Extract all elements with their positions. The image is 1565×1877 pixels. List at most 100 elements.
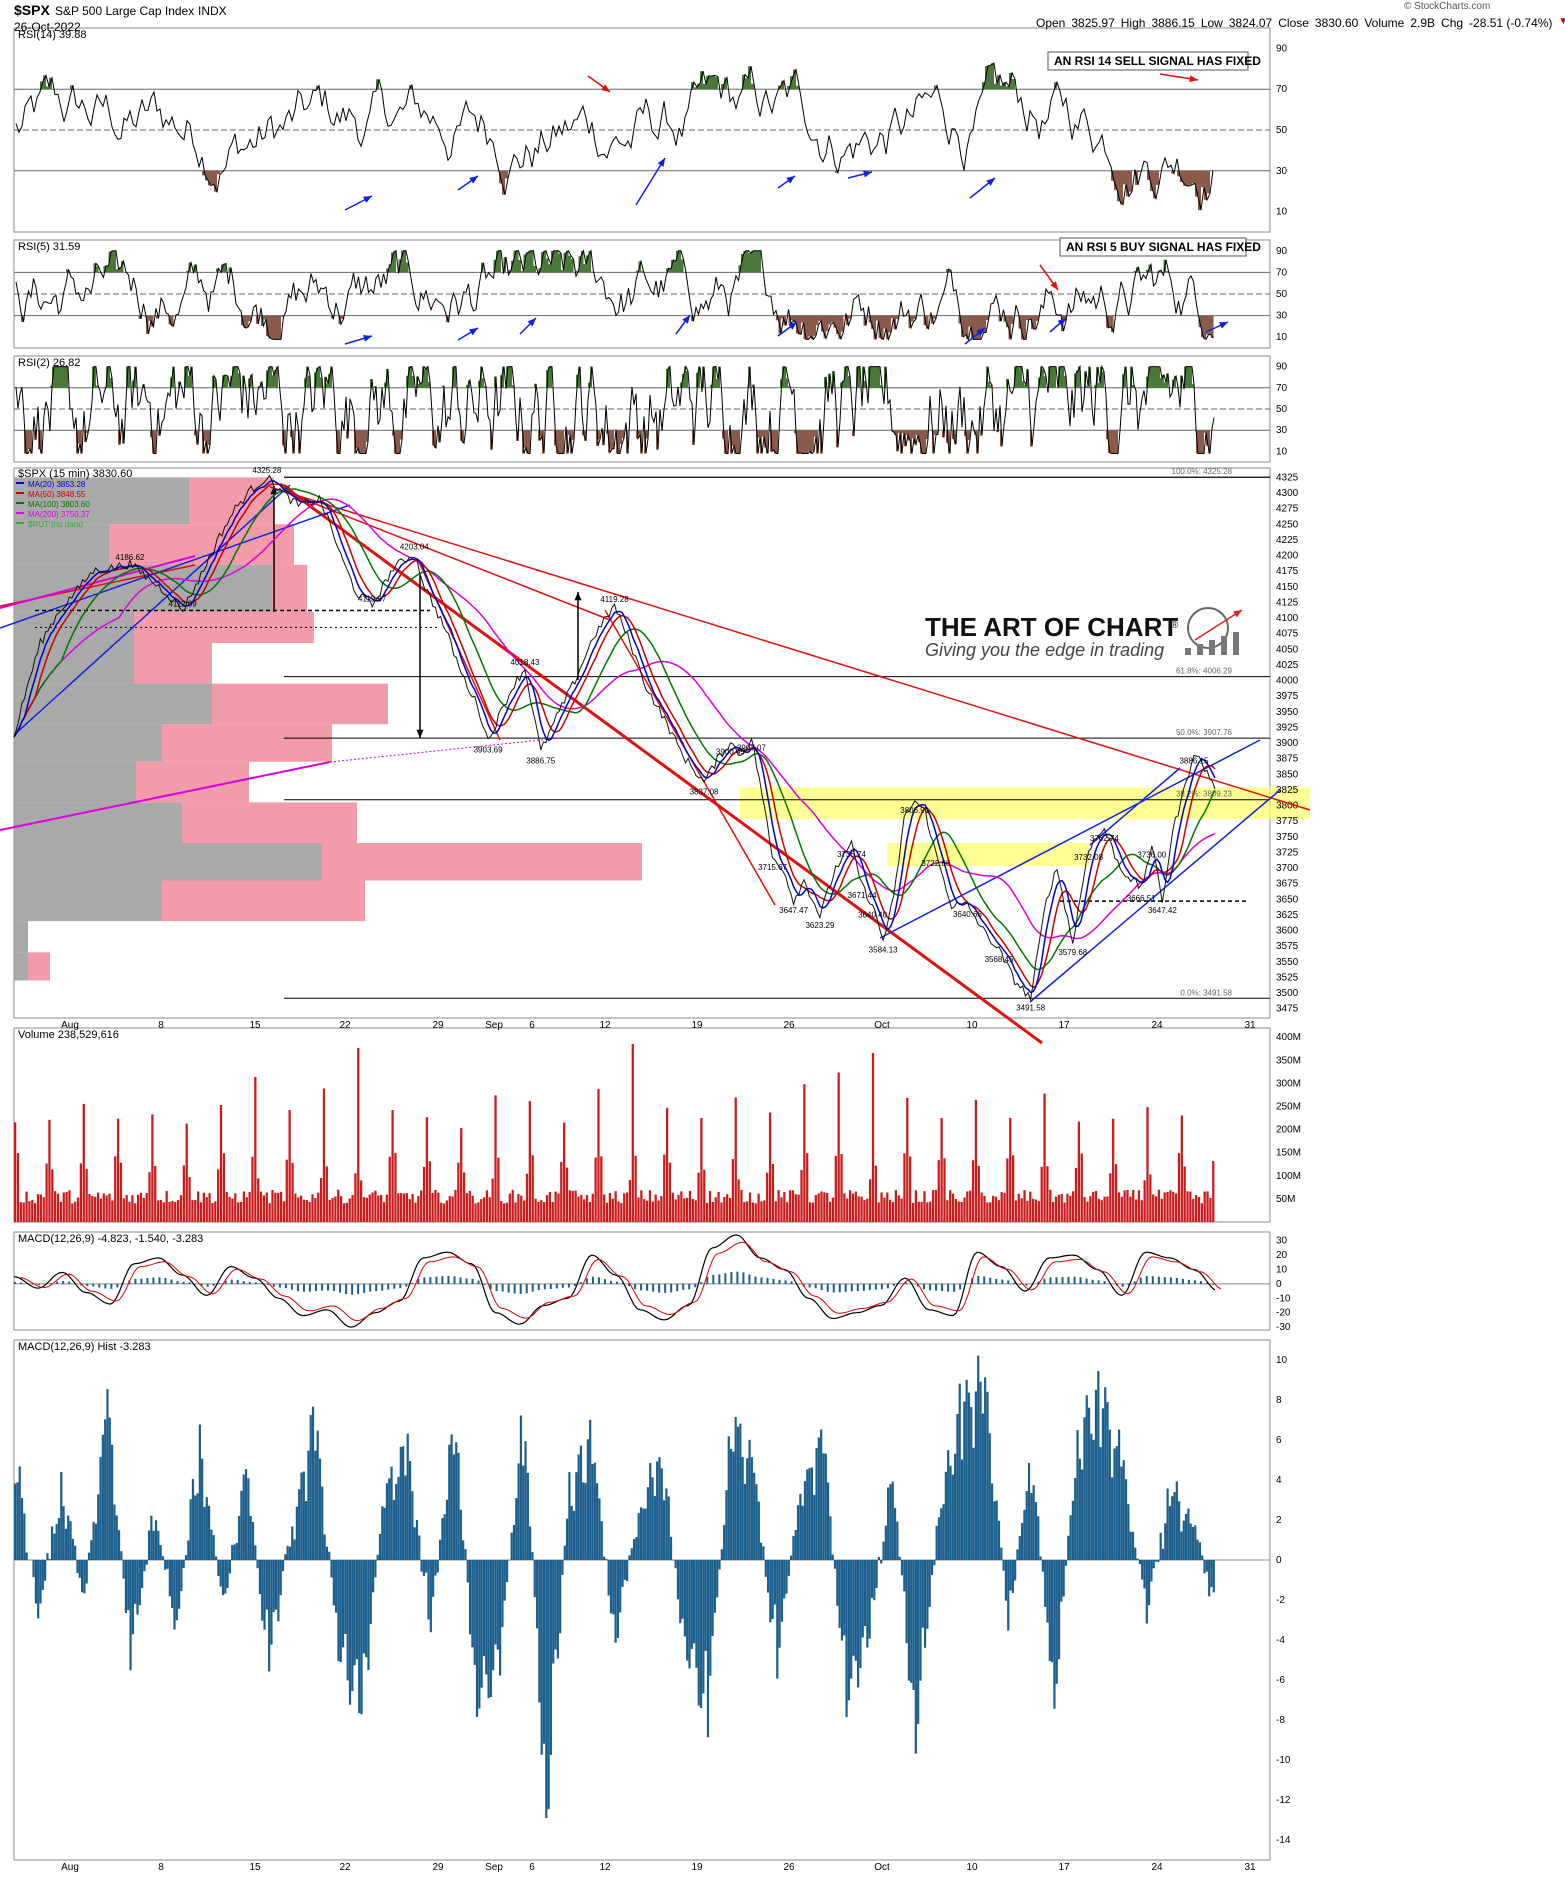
low-value: 3824.07 bbox=[1229, 16, 1272, 30]
volume-bar bbox=[248, 1192, 250, 1222]
rsi5-overbought-fill bbox=[754, 251, 757, 273]
volume-bar bbox=[343, 1203, 345, 1222]
hist-bar bbox=[478, 1560, 480, 1709]
hist-bar bbox=[86, 1560, 88, 1584]
volume-bar bbox=[692, 1199, 694, 1222]
hist-bar bbox=[356, 1560, 358, 1659]
vbp-pink-bar bbox=[28, 952, 50, 980]
macd-hist-bar bbox=[700, 1282, 702, 1284]
rsi5-oversold-fill bbox=[1209, 316, 1212, 335]
hist-bar bbox=[148, 1530, 150, 1560]
rsi5-ytick-90: 90 bbox=[1276, 246, 1288, 257]
rsi2-overbought-fill bbox=[784, 367, 786, 387]
rsi5-buy-arrow-3-head bbox=[682, 315, 690, 324]
rsi5-overbought-fill bbox=[519, 260, 522, 272]
hist-bar bbox=[929, 1560, 931, 1607]
volume-bar bbox=[317, 1193, 319, 1222]
hist-bar bbox=[342, 1560, 344, 1647]
hist-bar bbox=[882, 1542, 884, 1560]
hist-bar bbox=[330, 1560, 332, 1577]
volume-bar bbox=[1212, 1161, 1214, 1222]
macd-hist-bar bbox=[658, 1284, 660, 1293]
hist-bar bbox=[1037, 1516, 1039, 1560]
logo-tagline: Giving you the edge in trading bbox=[925, 640, 1164, 660]
volume-bar bbox=[194, 1200, 196, 1222]
rsi2-overbought-fill bbox=[1154, 367, 1156, 388]
macd-hist-bar bbox=[1025, 1284, 1027, 1286]
hist-bar bbox=[1141, 1560, 1143, 1580]
hist-bar bbox=[979, 1382, 981, 1560]
volume-bar bbox=[251, 1157, 253, 1222]
hist-bar bbox=[640, 1507, 642, 1560]
hist-bar bbox=[852, 1560, 854, 1656]
volume-bar bbox=[749, 1193, 751, 1222]
macd-hist-bar bbox=[158, 1277, 160, 1283]
volume-bar bbox=[1178, 1153, 1180, 1222]
hist-bar bbox=[762, 1546, 764, 1560]
hist-bar bbox=[280, 1560, 282, 1595]
rsi5-oversold-fill bbox=[826, 316, 829, 332]
volume-bar bbox=[1175, 1194, 1177, 1222]
macd-hist-bar bbox=[773, 1279, 775, 1284]
hist-bar bbox=[718, 1560, 720, 1569]
volume-bar bbox=[757, 1194, 759, 1222]
rsi5-overbought-fill bbox=[556, 251, 559, 273]
volume-bar bbox=[414, 1203, 416, 1222]
volume-bar bbox=[1058, 1195, 1060, 1222]
volume-bar bbox=[1146, 1107, 1148, 1222]
hist-bar bbox=[289, 1547, 291, 1560]
volume-bar bbox=[274, 1193, 276, 1222]
macd-hist-bar bbox=[544, 1284, 546, 1289]
hist-bar bbox=[737, 1427, 739, 1560]
hist-bar bbox=[176, 1560, 178, 1620]
volume-bar bbox=[483, 1197, 485, 1222]
volume-bar bbox=[226, 1192, 228, 1222]
macd-ytick-0: 0 bbox=[1276, 1279, 1282, 1290]
hist-bar bbox=[166, 1560, 168, 1569]
hist-bar bbox=[430, 1560, 432, 1632]
rsi2-overbought-fill bbox=[1150, 367, 1152, 388]
macd-hist-bar bbox=[327, 1284, 329, 1290]
macd-hist-bar bbox=[833, 1284, 835, 1293]
macd-hist-bar bbox=[742, 1272, 744, 1283]
rsi2-overbought-fill bbox=[188, 376, 190, 388]
hist-bar bbox=[457, 1453, 459, 1560]
hist-bar bbox=[615, 1560, 617, 1643]
rsi2-oversold-fill bbox=[524, 430, 526, 447]
hist-bar bbox=[1118, 1430, 1120, 1560]
hist-bar bbox=[32, 1560, 34, 1577]
rsi14-overbought-fill bbox=[703, 84, 706, 89]
macd-hist-bar bbox=[718, 1274, 720, 1283]
volume-bar bbox=[97, 1193, 99, 1222]
macd-hist-bar bbox=[821, 1284, 823, 1290]
hist-bar bbox=[1146, 1560, 1148, 1624]
volume-bar bbox=[600, 1156, 602, 1222]
volume-bar bbox=[655, 1195, 657, 1222]
price-xtick-24: 24 bbox=[1151, 1020, 1163, 1031]
volume-bar bbox=[809, 1202, 811, 1222]
hist-xtick-15: 15 bbox=[249, 1862, 261, 1872]
macd-hist-bar bbox=[134, 1279, 136, 1284]
hist-bar bbox=[924, 1560, 926, 1648]
rsi2-oversold-fill bbox=[598, 430, 600, 439]
hist-bar bbox=[395, 1484, 397, 1560]
macd-hist-bar bbox=[1061, 1277, 1063, 1284]
hist-bar bbox=[192, 1479, 194, 1560]
hist-bar bbox=[712, 1560, 714, 1636]
hist-bar bbox=[1150, 1560, 1152, 1582]
volume-bar bbox=[208, 1193, 210, 1222]
hist-bar bbox=[564, 1546, 566, 1560]
volume-bar bbox=[31, 1200, 33, 1222]
hist-bar bbox=[196, 1493, 198, 1560]
price-label-3837.08: 3837.08 bbox=[690, 787, 719, 796]
price-ytick-3950: 3950 bbox=[1276, 707, 1299, 718]
volume-bar bbox=[795, 1194, 797, 1222]
volume-bar bbox=[217, 1169, 219, 1222]
macd-hist-bar bbox=[736, 1272, 738, 1284]
price-label-4203.04: 4203.04 bbox=[400, 543, 429, 552]
macd-hist-bar bbox=[478, 1281, 480, 1284]
hist-bar bbox=[1173, 1492, 1175, 1560]
hist-bar bbox=[966, 1380, 968, 1560]
hist-bar bbox=[795, 1530, 797, 1560]
